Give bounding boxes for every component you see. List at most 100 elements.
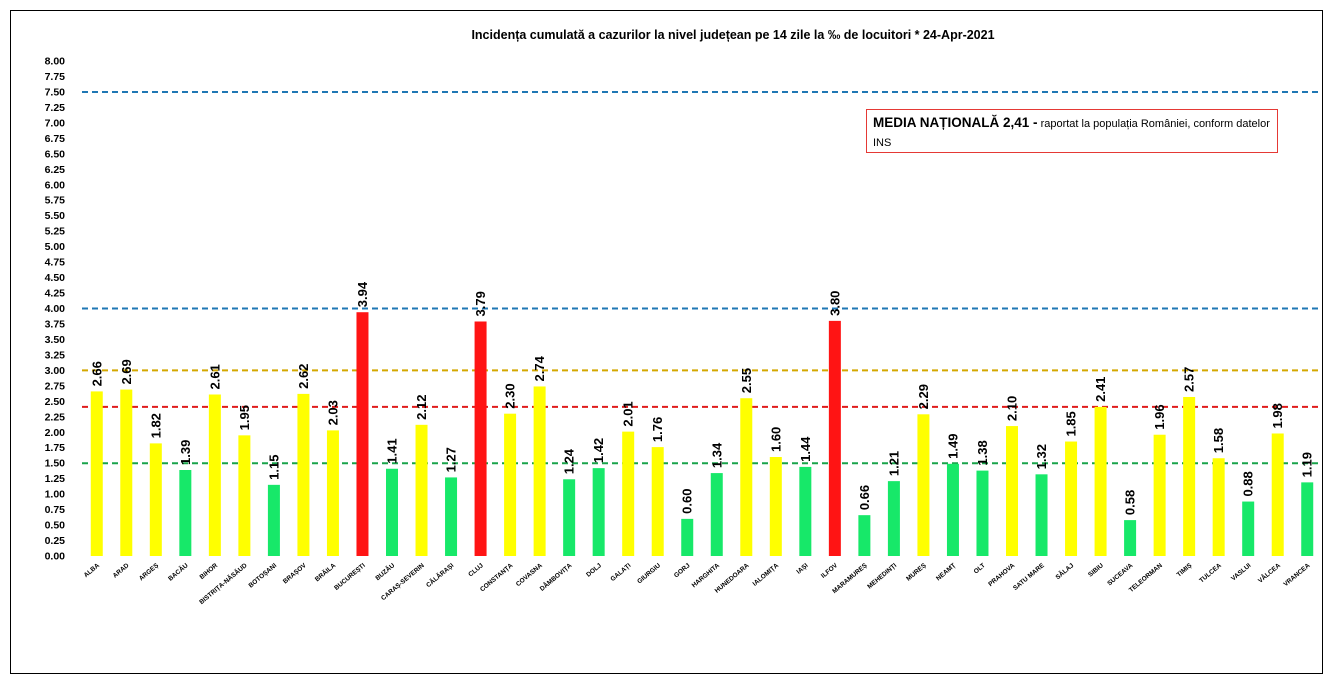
x-tick-label: TIMIȘ	[1176, 562, 1194, 579]
bar	[887, 481, 900, 556]
x-tick-label: TULCEA	[1198, 562, 1223, 585]
y-tick-label: 7.75	[45, 71, 66, 83]
x-tick-label: BOTOȘANI	[247, 562, 278, 589]
y-tick-label: 1.25	[45, 473, 66, 485]
bar	[179, 469, 192, 556]
data-label: 1.42	[591, 438, 606, 463]
x-tick-label: OLT	[973, 562, 987, 575]
chart-title: Incidența cumulată a cazurilor la nivel …	[471, 28, 994, 42]
data-label: 1.96	[1152, 404, 1167, 429]
x-tick-label: MUREȘ	[905, 562, 928, 583]
data-label: 2.69	[119, 359, 134, 384]
y-tick-label: 5.50	[45, 210, 66, 222]
data-label: 0.58	[1123, 490, 1138, 515]
data-label: 1.44	[798, 436, 813, 462]
bar	[1183, 396, 1196, 556]
bar	[681, 518, 694, 556]
data-label: 1.19	[1300, 452, 1315, 477]
data-label: 1.98	[1270, 403, 1285, 428]
data-label: 1.32	[1034, 444, 1049, 469]
data-label: 1.41	[385, 438, 400, 463]
bar	[769, 457, 782, 556]
x-tick-label: COVASNA	[515, 562, 544, 588]
bar	[622, 431, 635, 556]
x-tick-label: CONSTANȚA	[479, 562, 515, 593]
bar	[326, 430, 339, 556]
x-tick-label: GIURGIU	[636, 562, 662, 585]
x-tick-label: CĂLĂRAȘI	[424, 561, 456, 590]
bar	[90, 391, 103, 556]
x-tick-label: DOLJ	[585, 562, 603, 579]
data-label: 2.57	[1182, 367, 1197, 392]
y-tick-label: 2.75	[45, 380, 66, 392]
x-tick-label: SATU MARE	[1012, 562, 1046, 592]
x-tick-label: BISTRIȚA-NĂSĂUD	[197, 560, 249, 606]
annotation-text: raportat la populația României, conform …	[873, 118, 1270, 149]
bar	[651, 447, 664, 556]
bar	[1006, 426, 1018, 556]
bar	[1124, 520, 1137, 556]
bar	[356, 312, 369, 556]
x-tick-label: ILFOV	[820, 562, 840, 580]
data-label: 1.34	[709, 442, 724, 468]
x-tick-label: BIHOR	[199, 562, 220, 581]
bar	[946, 463, 959, 556]
bar	[297, 393, 310, 556]
bar	[828, 320, 841, 556]
data-label: 1.21	[886, 451, 901, 476]
bar	[592, 468, 605, 556]
x-tick-label: IAȘI	[795, 562, 809, 576]
y-tick-label: 5.75	[45, 195, 66, 207]
x-tick-label: IALOMIȚA	[752, 562, 781, 588]
y-tick-label: 5.25	[45, 226, 66, 238]
y-tick-label: 0.50	[45, 520, 66, 532]
y-tick-label: 5.00	[45, 241, 66, 253]
y-tick-label: 1.00	[45, 489, 66, 501]
bar	[504, 413, 517, 556]
x-tick-label: GORJ	[673, 562, 692, 579]
data-label: 1.49	[945, 433, 960, 458]
national-average-annotation: MEDIA NAȚIONALĂ 2,41 - raportat la popul…	[866, 109, 1278, 153]
bar	[1035, 474, 1048, 556]
y-tick-label: 8.00	[45, 56, 66, 68]
y-tick-label: 3.00	[45, 365, 66, 377]
x-tick-label: MEHEDINȚI	[866, 562, 898, 590]
bars	[90, 312, 1314, 556]
y-tick-label: 1.75	[45, 442, 66, 454]
data-label: 2.29	[916, 384, 931, 409]
x-tick-label: NEAMȚ	[935, 562, 957, 582]
x-tick-label: BUZĂU	[373, 560, 396, 582]
data-label: 1.15	[266, 455, 281, 480]
data-label: 3.79	[473, 291, 488, 316]
x-tick-label: BUCUREȘTI	[333, 562, 367, 592]
bar	[710, 473, 723, 556]
data-label: 2.12	[414, 395, 429, 420]
x-tick-label: SIBIU	[1087, 562, 1105, 579]
y-tick-label: 4.25	[45, 288, 66, 300]
x-tick-label: VÂLCEA	[1256, 560, 1282, 584]
y-tick-label: 7.50	[45, 86, 66, 98]
x-tick-label: VASLUI	[1230, 562, 1253, 582]
bar	[1301, 482, 1314, 556]
y-tick-label: 7.00	[45, 117, 66, 129]
bar	[563, 479, 576, 556]
bar	[976, 470, 989, 556]
y-tick-label: 0.00	[45, 551, 66, 563]
data-label: 1.82	[148, 413, 163, 438]
data-label: 0.88	[1241, 471, 1256, 496]
data-label: 0.66	[857, 485, 872, 510]
data-label: 2.10	[1005, 396, 1020, 421]
data-label: 1.38	[975, 440, 990, 465]
x-tick-label: GALAȚI	[609, 562, 632, 583]
bar	[740, 398, 753, 556]
data-label: 3.80	[827, 291, 842, 316]
y-tick-label: 3.75	[45, 318, 66, 330]
data-label: 2.62	[296, 364, 311, 389]
y-tick-label: 3.25	[45, 349, 66, 361]
bar	[799, 466, 812, 556]
y-tick-label: 6.25	[45, 164, 66, 176]
data-label: 2.61	[207, 364, 222, 389]
x-tick-label: ARAD	[112, 562, 131, 580]
bar	[917, 414, 930, 556]
x-tick-label: BACĂU	[166, 560, 190, 582]
